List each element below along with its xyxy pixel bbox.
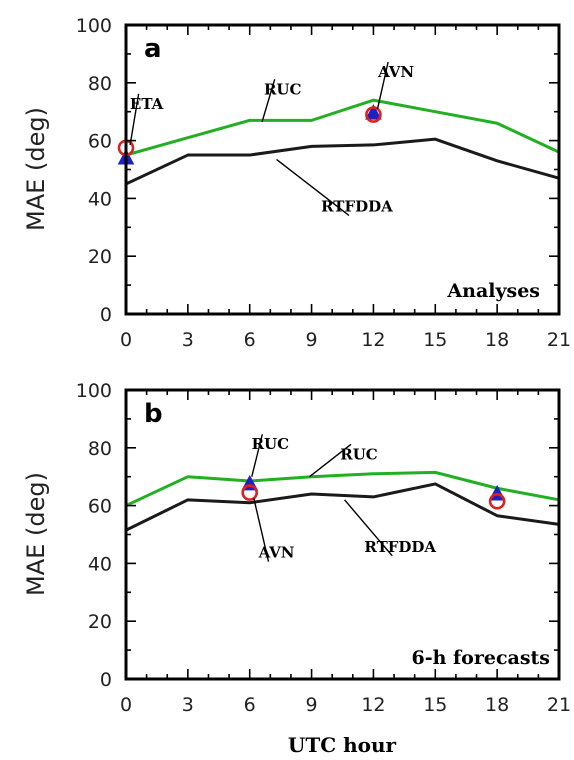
annotation-label: RTFDDA [321,197,393,215]
x-tick-label: 9 [306,329,318,351]
x-tick-label: 0 [120,694,132,716]
y-tick-label: 60 [88,496,112,518]
y-tick-label: 100 [76,15,112,37]
x-tick-label: 3 [182,694,194,716]
panel-b-letter: b [144,399,163,429]
panel-b-caption: 6-h forecasts [411,647,550,669]
y-tick-label: 100 [76,380,112,402]
marker-circle [488,492,506,510]
annotation-label: RTFDDA [364,538,436,556]
panel-a-frame [124,23,561,316]
annotation-label: RUC [340,445,378,463]
y-tick-label: 60 [88,131,112,153]
y-tick-label: 20 [88,246,112,268]
annotation-leader [129,93,140,146]
x-tick-label: 15 [423,694,447,716]
y-tick-label: 80 [88,73,112,95]
annotation-label: ETA [130,95,164,113]
x-tick-label: 12 [361,329,385,351]
y-tick-label: 40 [88,553,112,575]
annotation-leader [344,499,393,557]
x-tick-label: 0 [120,329,132,351]
series-line-rtfdda [125,482,560,532]
panel-a-ylabel: MAE (deg) [22,107,50,231]
panel-a-series [125,98,560,186]
annotation-leader [309,443,352,478]
series-line-ruc [125,98,560,157]
annotation-leader [276,158,350,216]
annotation-label: RUC [252,435,290,453]
panel-b: RUC RUC AVN RTFDDA 0 3 6 9 12 15 18 21 0 20 40 60 80 100… [22,380,571,716]
y-tick-label: 20 [88,611,112,633]
annotation-leader [376,61,389,109]
x-tick-label: 9 [306,694,318,716]
panel-b-frame [124,388,561,681]
panel-a-caption: Analyses [446,280,540,302]
x-tick-label: 6 [244,329,256,351]
panel-b-ylabel: MAE (deg) [22,472,50,596]
panel-b-ticks: 0 3 6 9 12 15 18 21 0 20 40 60 80 100 [76,380,571,716]
marker-triangle [365,104,382,120]
series-line-rtfdda [125,137,560,186]
annotation-leader [261,79,276,123]
x-tick-label: 21 [547,329,571,351]
x-tick-label: 18 [485,694,509,716]
y-tick-label: 0 [100,669,112,691]
y-tick-label: 40 [88,188,112,210]
x-tick-label: 21 [547,694,571,716]
series-line-ruc [125,470,560,507]
panel-b-annotations: RUC RUC AVN RTFDDA [251,434,436,562]
marker-circle [365,106,382,123]
x-tick-label: 15 [423,329,447,351]
annotation-label: AVN [258,544,295,562]
panel-a-ticks: 0 3 6 9 12 15 18 21 0 20 40 60 80 100 [76,15,571,351]
x-tick-label: 18 [485,329,509,351]
x-tick-label: 6 [244,694,256,716]
marker-circle [241,484,259,501]
panel-b-markers [241,474,506,510]
panel-b-series [125,470,560,532]
y-tick-label: 80 [88,438,112,460]
annotation-label: AVN [377,63,414,81]
x-tick-label: 3 [182,329,194,351]
annotation-leader [253,498,270,562]
annotation-leader [251,434,264,477]
y-tick-label: 0 [100,304,112,326]
panel-a-letter: a [144,34,162,64]
x-tick-label: 12 [361,694,385,716]
x-axis-label: UTC hour [288,733,397,757]
